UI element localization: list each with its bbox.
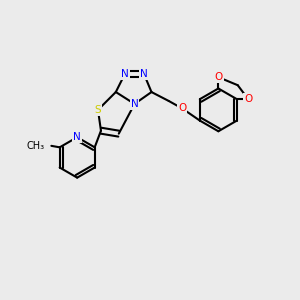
Text: N: N (131, 99, 138, 109)
Text: O: O (214, 72, 223, 82)
Text: O: O (244, 94, 252, 104)
Text: CH₃: CH₃ (27, 141, 45, 151)
Text: N: N (140, 69, 148, 79)
Text: N: N (121, 69, 129, 79)
Text: O: O (178, 103, 186, 113)
Text: S: S (95, 105, 101, 115)
Text: N: N (73, 132, 81, 142)
